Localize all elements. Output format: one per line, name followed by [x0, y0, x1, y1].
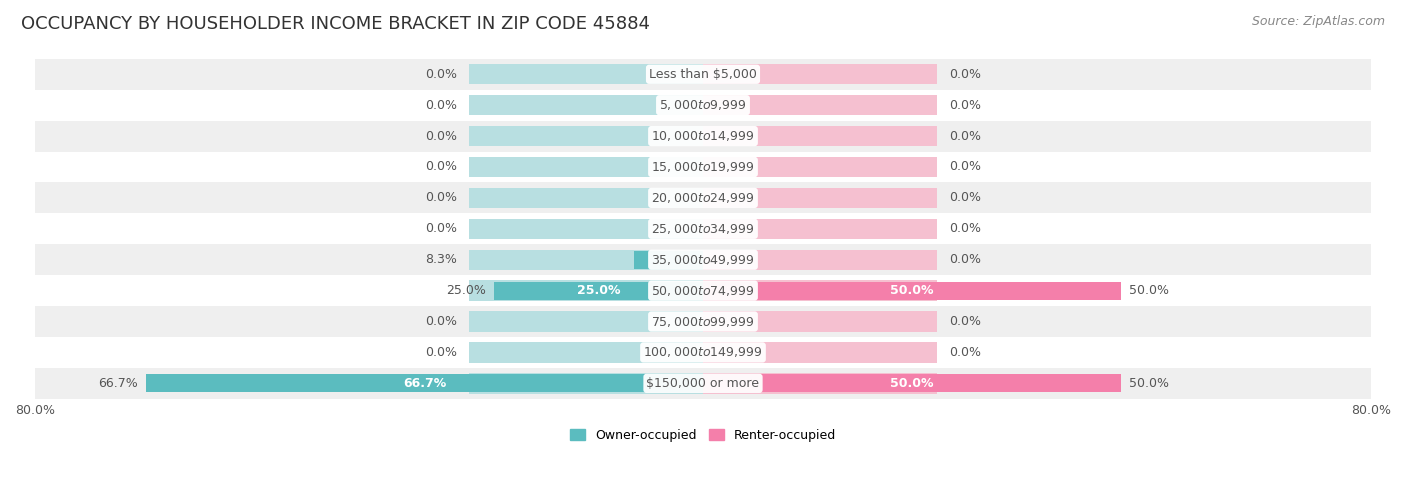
Text: OCCUPANCY BY HOUSEHOLDER INCOME BRACKET IN ZIP CODE 45884: OCCUPANCY BY HOUSEHOLDER INCOME BRACKET …: [21, 15, 650, 33]
Text: $35,000 to $49,999: $35,000 to $49,999: [651, 253, 755, 267]
Bar: [703, 157, 936, 177]
Legend: Owner-occupied, Renter-occupied: Owner-occupied, Renter-occupied: [565, 424, 841, 447]
Bar: [703, 187, 936, 208]
Bar: [703, 375, 1121, 393]
Bar: [703, 219, 936, 239]
Text: 0.0%: 0.0%: [425, 346, 457, 359]
Text: 0.0%: 0.0%: [425, 315, 457, 328]
Bar: [703, 95, 936, 115]
Text: $50,000 to $74,999: $50,000 to $74,999: [651, 283, 755, 298]
Bar: [703, 342, 936, 363]
Text: 25.0%: 25.0%: [576, 284, 620, 297]
Bar: [470, 64, 703, 84]
Bar: [703, 64, 936, 84]
Bar: [470, 187, 703, 208]
Text: 0.0%: 0.0%: [949, 68, 981, 81]
Text: 0.0%: 0.0%: [949, 161, 981, 173]
Bar: [35, 90, 1371, 121]
Bar: [35, 306, 1371, 337]
Text: 0.0%: 0.0%: [949, 346, 981, 359]
Text: $5,000 to $9,999: $5,000 to $9,999: [659, 98, 747, 112]
Bar: [35, 275, 1371, 306]
Bar: [703, 281, 936, 301]
Bar: [470, 219, 703, 239]
Bar: [470, 157, 703, 177]
Bar: [703, 281, 1121, 300]
Text: 66.7%: 66.7%: [404, 377, 446, 390]
Text: 8.3%: 8.3%: [425, 253, 457, 266]
Text: 0.0%: 0.0%: [425, 191, 457, 205]
Text: 0.0%: 0.0%: [425, 222, 457, 235]
Text: 0.0%: 0.0%: [949, 315, 981, 328]
Bar: [35, 244, 1371, 275]
Text: 50.0%: 50.0%: [890, 284, 934, 297]
Bar: [703, 126, 936, 146]
Bar: [634, 251, 703, 269]
Text: 0.0%: 0.0%: [425, 161, 457, 173]
Bar: [703, 311, 936, 332]
Bar: [470, 95, 703, 115]
Text: $75,000 to $99,999: $75,000 to $99,999: [651, 315, 755, 329]
Bar: [470, 342, 703, 363]
Text: 0.0%: 0.0%: [425, 130, 457, 143]
Text: $20,000 to $24,999: $20,000 to $24,999: [651, 191, 755, 205]
Bar: [35, 368, 1371, 399]
Bar: [495, 281, 703, 300]
Text: Source: ZipAtlas.com: Source: ZipAtlas.com: [1251, 15, 1385, 28]
Text: $100,000 to $149,999: $100,000 to $149,999: [644, 345, 762, 359]
Text: 25.0%: 25.0%: [446, 284, 486, 297]
Text: 50.0%: 50.0%: [1129, 377, 1168, 390]
Text: 66.7%: 66.7%: [98, 377, 138, 390]
Text: 0.0%: 0.0%: [949, 99, 981, 112]
Bar: [35, 59, 1371, 90]
Text: Less than $5,000: Less than $5,000: [650, 68, 756, 81]
Text: 0.0%: 0.0%: [425, 99, 457, 112]
Bar: [470, 373, 703, 393]
Text: $10,000 to $14,999: $10,000 to $14,999: [651, 129, 755, 143]
Text: 50.0%: 50.0%: [1129, 284, 1168, 297]
Text: $15,000 to $19,999: $15,000 to $19,999: [651, 160, 755, 174]
Bar: [35, 121, 1371, 151]
Text: 50.0%: 50.0%: [890, 377, 934, 390]
Text: 0.0%: 0.0%: [949, 253, 981, 266]
Text: 0.0%: 0.0%: [949, 130, 981, 143]
Bar: [35, 213, 1371, 244]
Text: $150,000 or more: $150,000 or more: [647, 377, 759, 390]
Bar: [146, 375, 703, 393]
Bar: [470, 311, 703, 332]
Bar: [470, 281, 703, 301]
Text: $25,000 to $34,999: $25,000 to $34,999: [651, 222, 755, 236]
Bar: [35, 151, 1371, 183]
Bar: [703, 249, 936, 270]
Bar: [703, 373, 936, 393]
Text: 0.0%: 0.0%: [425, 68, 457, 81]
Text: 0.0%: 0.0%: [949, 222, 981, 235]
Bar: [35, 337, 1371, 368]
Bar: [470, 126, 703, 146]
Bar: [35, 183, 1371, 213]
Bar: [470, 249, 703, 270]
Text: 0.0%: 0.0%: [949, 191, 981, 205]
